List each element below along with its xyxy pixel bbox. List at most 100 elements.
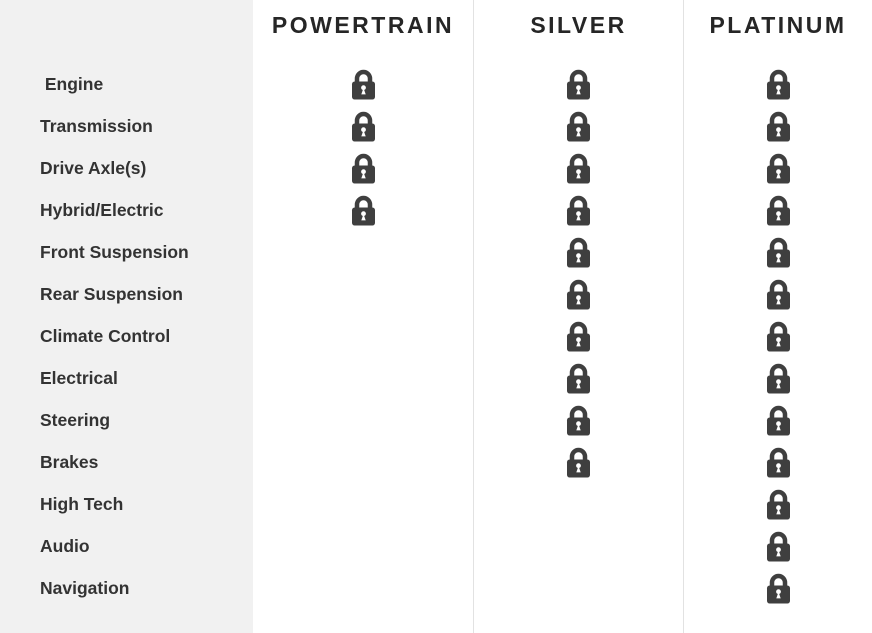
coverage-cell [474, 483, 683, 525]
coverage-cell [684, 147, 872, 189]
category-label: High Tech [40, 493, 124, 514]
coverage-cell [253, 525, 473, 567]
plan-header: POWERTRAIN [271, 12, 455, 38]
category-label: Rear Suspension [40, 283, 183, 304]
coverage-cell [474, 315, 683, 357]
coverage-cell [253, 567, 473, 609]
lock-icon [766, 447, 790, 477]
lock-icon [766, 489, 790, 519]
coverage-cell [474, 441, 683, 483]
lock-icon [766, 69, 790, 99]
category-label: Transmission [40, 115, 153, 136]
category-label-row: Electrical [0, 357, 253, 399]
category-label-row: Navigation [0, 567, 253, 609]
lock-icon [766, 321, 790, 351]
lock-icon [567, 405, 590, 435]
category-label: Front Suspension [40, 241, 189, 262]
coverage-cell [684, 567, 872, 609]
lock-icon [766, 405, 790, 435]
coverage-cell [474, 525, 683, 567]
lock-icon [766, 363, 790, 393]
category-label-row: Steering [0, 399, 253, 441]
lock-icon [567, 153, 590, 183]
category-label: Steering [40, 409, 111, 430]
coverage-cell [684, 315, 872, 357]
coverage-cell [474, 273, 683, 315]
plan-column-platinum: PLATINUM [683, 0, 872, 633]
coverage-cell [684, 357, 872, 399]
lock-icon [766, 153, 790, 183]
coverage-cell [474, 357, 683, 399]
lock-icon [766, 279, 790, 309]
coverage-cell [684, 63, 872, 105]
coverage-cell [253, 399, 473, 441]
lock-icon [567, 69, 590, 99]
coverage-cell [684, 189, 872, 231]
coverage-cell [253, 315, 473, 357]
lock-icon [567, 279, 590, 309]
category-label-row: Climate Control [0, 315, 253, 357]
lock-icon [351, 153, 375, 183]
coverage-cell [684, 273, 872, 315]
coverage-cell [253, 273, 473, 315]
plan-header: PLATINUM [709, 12, 847, 38]
coverage-cell [474, 189, 683, 231]
coverage-cell [474, 105, 683, 147]
lock-icon [567, 363, 590, 393]
category-label-row: Audio [0, 525, 253, 567]
coverage-cell [684, 441, 872, 483]
category-label: Electrical [40, 367, 118, 388]
category-label: Navigation [40, 577, 130, 598]
coverage-cell [474, 231, 683, 273]
coverage-cell [253, 189, 473, 231]
coverage-cell [684, 483, 872, 525]
lock-icon [766, 531, 790, 561]
plan-column-powertrain: POWERTRAIN [253, 0, 473, 633]
category-column: Engine Transmission Drive Axle(s) Hybrid/El… [0, 0, 253, 633]
coverage-cell [684, 231, 872, 273]
coverage-cell [253, 357, 473, 399]
lock-icon [351, 195, 375, 225]
coverage-cell [474, 567, 683, 609]
lock-icon [351, 111, 375, 141]
category-label-row: High Tech [0, 483, 253, 525]
lock-icon [351, 69, 375, 99]
category-label-row: Brakes [0, 441, 253, 483]
coverage-cell [253, 63, 473, 105]
category-label: Engine [40, 73, 104, 94]
coverage-cell [474, 63, 683, 105]
category-label: Hybrid/Electric [40, 199, 164, 220]
category-label: Brakes [40, 451, 99, 472]
coverage-cell [474, 399, 683, 441]
lock-icon [567, 195, 590, 225]
category-label-row: Engine [0, 63, 253, 105]
category-label-row: Transmission [0, 105, 253, 147]
coverage-cell [253, 483, 473, 525]
coverage-cell [684, 525, 872, 567]
coverage-cell [253, 105, 473, 147]
category-header-spacer [0, 0, 253, 63]
coverage-cell [253, 147, 473, 189]
lock-icon [567, 447, 590, 477]
plan-header: SILVER [530, 12, 627, 38]
lock-icon [567, 321, 590, 351]
coverage-cell [474, 147, 683, 189]
lock-icon [766, 573, 790, 603]
lock-icon [567, 237, 590, 267]
coverage-cell [253, 231, 473, 273]
lock-icon [567, 111, 590, 141]
lock-icon [766, 237, 790, 267]
coverage-cell [253, 441, 473, 483]
category-label: Climate Control [40, 325, 171, 346]
category-label: Drive Axle(s) [40, 157, 147, 178]
category-label-row: Hybrid/Electric [0, 189, 253, 231]
category-label-row: Rear Suspension [0, 273, 253, 315]
coverage-cell [684, 105, 872, 147]
category-label-row: Drive Axle(s) [0, 147, 253, 189]
coverage-cell [684, 399, 872, 441]
category-label-row: Front Suspension [0, 231, 253, 273]
lock-icon [766, 195, 790, 225]
plan-column-silver: SILVER [473, 0, 683, 633]
lock-icon [766, 111, 790, 141]
